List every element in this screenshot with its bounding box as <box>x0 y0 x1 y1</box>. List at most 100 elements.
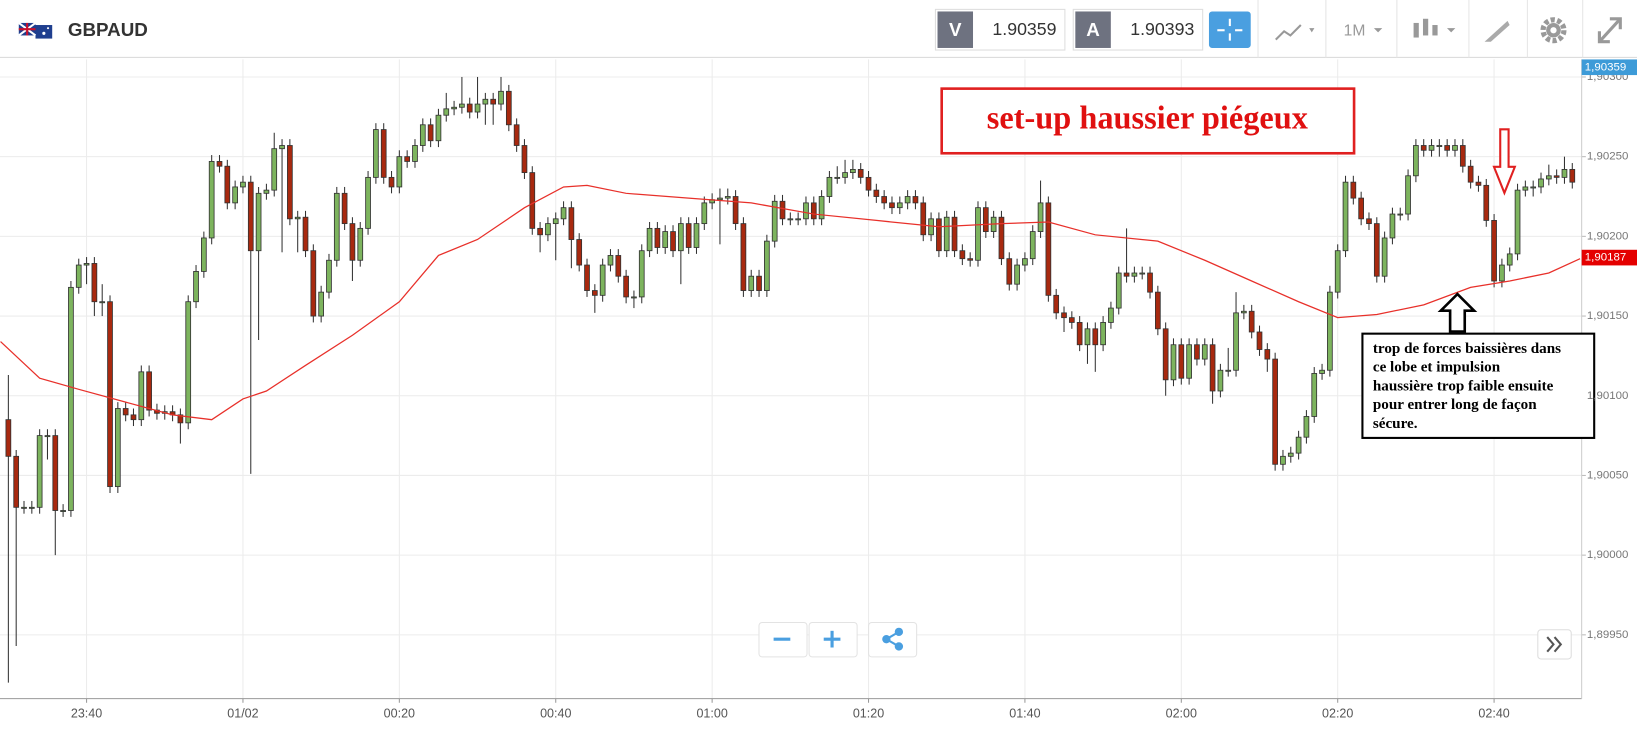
candle-body <box>294 216 301 220</box>
candle-body <box>693 223 700 248</box>
candle-body <box>310 250 317 317</box>
candle-body <box>443 108 450 116</box>
fullscreen-button[interactable] <box>1597 17 1622 44</box>
y-tick-label: 1,90150 <box>1587 310 1628 322</box>
x-tick-label: 01/02 <box>227 707 258 721</box>
candle-body <box>138 371 145 421</box>
candle-body <box>896 202 903 209</box>
candle-body <box>287 145 293 220</box>
candle-body <box>1444 145 1451 151</box>
timeframe-caret <box>1373 28 1383 33</box>
x-tick-label: 23:40 <box>71 707 102 721</box>
x-tick-label: 00:40 <box>540 707 571 721</box>
candle-body <box>967 258 974 261</box>
candle-body <box>255 192 262 252</box>
candle-body <box>599 264 606 296</box>
crosshair-button[interactable] <box>1208 11 1251 48</box>
crosshair-icon <box>1217 18 1243 41</box>
candle-body <box>764 240 770 291</box>
candle-body <box>591 290 598 296</box>
candle-body <box>185 301 192 424</box>
candle-body <box>365 176 371 229</box>
candle-body <box>21 506 27 509</box>
buy-price: 1.90393 <box>1130 19 1194 39</box>
candle-body <box>717 197 723 201</box>
candle-body <box>1014 264 1020 285</box>
candle-body <box>1186 344 1192 379</box>
candle-body <box>216 161 223 167</box>
sell-badge <box>937 11 974 48</box>
candle-body <box>1366 218 1372 225</box>
x-tick-label: 02:40 <box>1478 707 1509 721</box>
candle-body <box>529 172 536 229</box>
candle-body <box>631 296 637 299</box>
candle-body <box>1287 452 1294 457</box>
candle-body <box>114 408 121 488</box>
candle-body <box>52 435 59 511</box>
candle-body <box>482 98 489 105</box>
candle-body <box>1233 312 1239 371</box>
candle-body <box>1397 213 1404 216</box>
candle-body <box>904 196 911 204</box>
candle-body <box>1319 369 1325 374</box>
share-button[interactable] <box>868 621 918 658</box>
candle-body <box>201 237 207 272</box>
draw-button[interactable] <box>1484 20 1510 42</box>
candle-body <box>1100 322 1106 346</box>
candle-body <box>333 192 340 261</box>
candle-body <box>1413 145 1419 177</box>
candle-body <box>1225 369 1232 372</box>
note-line: ce lobe et impulsion <box>1373 360 1501 376</box>
candle-body <box>318 291 324 317</box>
down-arrow <box>1492 128 1517 196</box>
zoom-in-icon <box>823 630 841 648</box>
timeframe-button[interactable]: 1M <box>1344 22 1366 39</box>
candle-body <box>1373 223 1380 277</box>
candle-body <box>326 259 332 293</box>
candle-body <box>1459 145 1466 167</box>
candle-body <box>881 196 888 204</box>
candle-body <box>803 202 809 220</box>
candle-body <box>1436 145 1443 147</box>
candles-button[interactable] <box>1413 18 1456 38</box>
candle-body <box>427 124 434 142</box>
candle-body <box>1209 344 1216 392</box>
candle-body <box>740 223 747 291</box>
candle-body <box>341 192 348 225</box>
candle-body <box>943 216 950 252</box>
candle-body <box>1139 272 1146 275</box>
candle-body <box>834 176 841 179</box>
buy-label: A <box>1086 19 1100 40</box>
candle-body <box>1201 344 1208 360</box>
candle-body <box>1256 331 1263 350</box>
settings-button[interactable] <box>1540 17 1567 44</box>
note-line: haussière trop faible ensuite <box>1373 378 1554 394</box>
candle-body <box>1561 168 1568 178</box>
candle-body <box>615 255 622 277</box>
candle-body <box>1248 310 1255 333</box>
price-tag <box>1581 249 1637 266</box>
plot-area <box>0 59 1586 703</box>
price-tag <box>1581 59 1637 76</box>
candle-body <box>1162 328 1169 381</box>
candle-body <box>1303 416 1310 438</box>
candle-body <box>521 145 528 174</box>
candle-body <box>107 301 113 488</box>
candle-body <box>349 223 356 261</box>
candle-body <box>1311 373 1318 417</box>
candle-body <box>623 275 629 298</box>
y-tick-label: 1,90100 <box>1587 390 1628 402</box>
candle-body <box>91 263 98 303</box>
candle-body <box>1170 344 1177 381</box>
candle-body <box>701 202 708 225</box>
toolbar: GBPAUD V 1.90359 A 1.90393 1M <box>0 0 1637 58</box>
candle-body <box>1420 145 1427 151</box>
candle-body <box>99 301 106 304</box>
x-tick-label: 02:00 <box>1166 707 1197 721</box>
candle-body <box>959 250 966 260</box>
candle-body <box>1530 186 1537 189</box>
candle-body <box>1108 307 1114 323</box>
price-tag-label: 1,90187 <box>1585 252 1626 264</box>
chart-type-button[interactable] <box>1275 24 1315 41</box>
